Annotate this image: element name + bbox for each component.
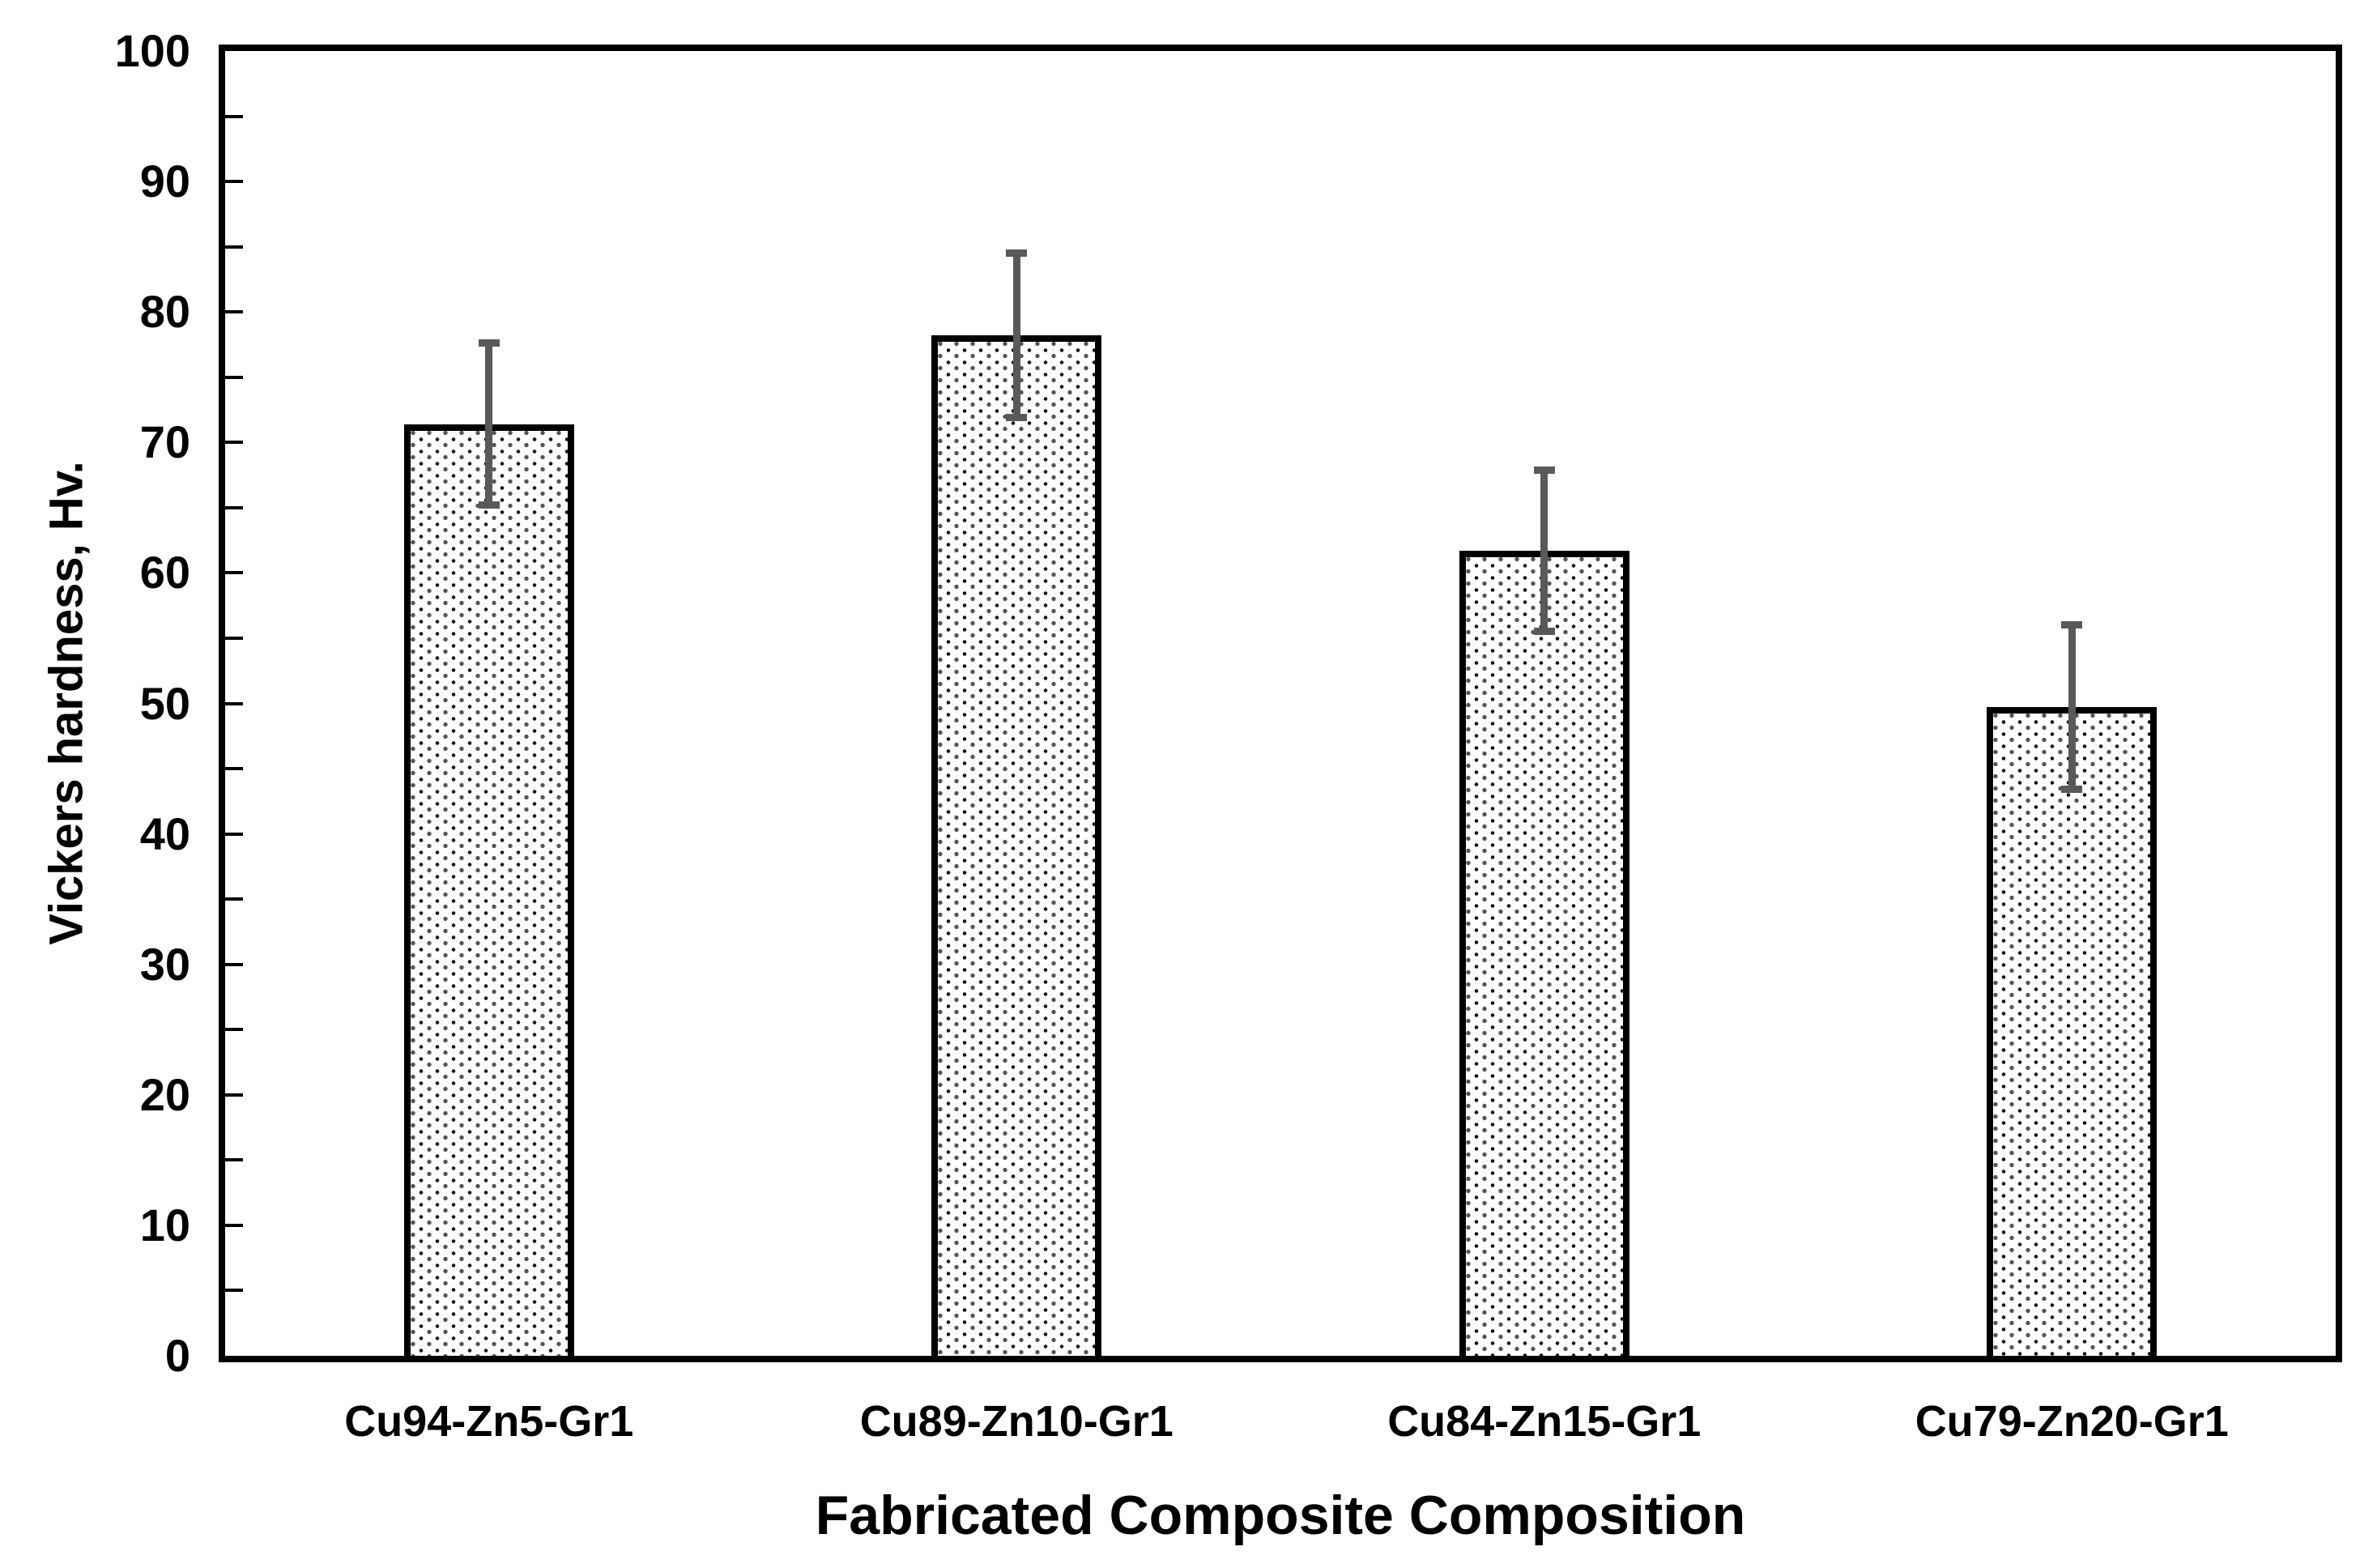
error-bar-cap (478, 501, 500, 509)
bar-Cu84-Zn15-Gr1 (1459, 551, 1629, 1362)
y-tick-label: 20 (139, 1068, 190, 1120)
error-bar-cap (2061, 786, 2083, 794)
error-bar-cap (1006, 414, 1028, 422)
y-axis-tick (225, 571, 243, 575)
error-bar-cap (1533, 466, 1555, 474)
y-axis-tick (225, 832, 243, 836)
error-bar (1540, 470, 1548, 632)
error-bar (485, 343, 493, 505)
y-axis-tick (225, 1158, 243, 1162)
error-bar-cap (2061, 621, 2083, 629)
y-tick-label: 100 (114, 25, 190, 76)
y-tick-label: 70 (139, 416, 190, 468)
y-axis-tick (225, 114, 243, 118)
y-axis-tick (225, 1028, 243, 1032)
y-axis-tick (225, 245, 243, 249)
y-axis-tick (225, 1093, 243, 1097)
x-axis-title: Fabricated Composite Composition (815, 1485, 1746, 1546)
category-label: Cu89-Zn10-Gr1 (859, 1397, 1174, 1446)
y-axis-tick (225, 1223, 243, 1227)
y-tick-label: 50 (139, 677, 190, 729)
error-bar-cap (1533, 628, 1555, 636)
y-axis-tick (225, 701, 243, 705)
bar-Cu79-Zn20-Gr1 (1987, 707, 2158, 1362)
y-axis-tick (225, 375, 243, 379)
y-axis-tick (225, 505, 243, 509)
y-tick-label: 10 (139, 1199, 190, 1251)
y-axis-tick (225, 1289, 243, 1293)
y-axis-tick (225, 441, 243, 445)
bar-Cu94-Zn5-Gr1 (403, 424, 574, 1362)
category-label: Cu94-Zn5-Gr1 (344, 1397, 634, 1446)
error-bar-cap (478, 339, 500, 347)
y-tick-label: 60 (139, 547, 190, 599)
category-label: Cu79-Zn20-Gr1 (1915, 1397, 2229, 1446)
y-tick-label: 90 (139, 156, 190, 207)
y-axis-tick (225, 310, 243, 314)
error-bar-cap (1006, 249, 1028, 258)
y-tick-label: 80 (139, 286, 190, 338)
y-axis-tick (225, 636, 243, 640)
y-tick-label: 30 (139, 938, 190, 990)
error-bar (1012, 253, 1020, 418)
y-axis-tick (225, 767, 243, 771)
error-bar (2068, 624, 2076, 790)
y-tick-label: 0 (164, 1330, 190, 1381)
bar-Cu89-Zn10-Gr1 (931, 335, 1102, 1362)
y-tick-label: 40 (139, 807, 190, 859)
y-axis-tick (225, 180, 243, 184)
y-axis-tick (225, 897, 243, 901)
y-axis-tick (225, 962, 243, 966)
category-label: Cu84-Zn15-Gr1 (1387, 1397, 1702, 1446)
